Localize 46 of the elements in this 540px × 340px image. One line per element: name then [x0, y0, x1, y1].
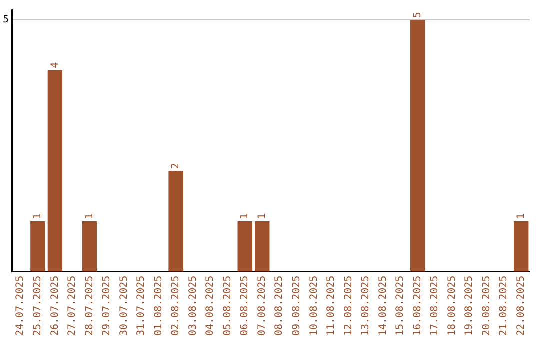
x-tick-label: 22.08.2025	[516, 276, 527, 336]
data-label: 1	[84, 213, 96, 220]
data-label: 1	[32, 213, 44, 220]
x-tick-label: 03.08.2025	[188, 276, 199, 336]
data-label: 4	[50, 62, 61, 68]
x-tick-label: 19.08.2025	[464, 276, 476, 336]
x-tick-label: 18.08.2025	[446, 276, 458, 336]
bar	[514, 221, 529, 272]
x-tick-label: 17.08.2025	[430, 276, 441, 336]
data-label: 5	[412, 12, 424, 18]
x-tick-label: 10.08.2025	[308, 276, 320, 336]
x-tick-label: 13.08.2025	[360, 276, 372, 336]
x-tick-label: 07.08.2025	[256, 276, 268, 336]
x-tick-label: 04.08.2025	[205, 276, 216, 336]
x-tick-label: 01.08.2025	[153, 276, 164, 336]
x-tick-label: 12.08.2025	[343, 276, 354, 336]
data-label: 1	[516, 213, 527, 220]
bar	[255, 221, 270, 272]
bar	[82, 221, 98, 272]
x-tick-label: 09.08.2025	[292, 276, 303, 336]
x-tick-label: 06.08.2025	[240, 276, 251, 336]
x-tick-label: 29.07.2025	[102, 276, 113, 336]
bar	[48, 70, 63, 272]
x-tick-label: 28.07.2025	[84, 276, 96, 336]
x-tick-label: 24.07.2025	[15, 276, 26, 336]
bar	[238, 221, 252, 272]
bar	[410, 20, 426, 272]
data-label: 1	[256, 213, 268, 220]
x-tick-label: 31.07.2025	[136, 276, 148, 336]
x-tick-label: 14.08.2025	[378, 276, 389, 336]
x-tick-label: 26.07.2025	[50, 276, 61, 336]
data-label: 2	[170, 163, 182, 170]
x-tick-label: 16.08.2025	[412, 276, 424, 336]
x-tick-label: 20.08.2025	[481, 276, 492, 336]
x-tick-label: 27.07.2025	[67, 276, 78, 336]
bar	[168, 171, 184, 272]
x-tick-label: 08.08.2025	[274, 276, 286, 336]
data-label: 1	[240, 213, 251, 220]
bar	[30, 221, 46, 272]
x-tick-label: 30.07.2025	[118, 276, 130, 336]
x-tick-label: 15.08.2025	[395, 276, 406, 336]
x-tick-label: 21.08.2025	[498, 276, 510, 336]
x-tick-label: 11.08.2025	[326, 276, 338, 336]
x-tick-label: 05.08.2025	[222, 276, 234, 336]
x-tick-label: 25.07.2025	[32, 276, 44, 336]
x-tick-label: 02.08.2025	[170, 276, 182, 336]
